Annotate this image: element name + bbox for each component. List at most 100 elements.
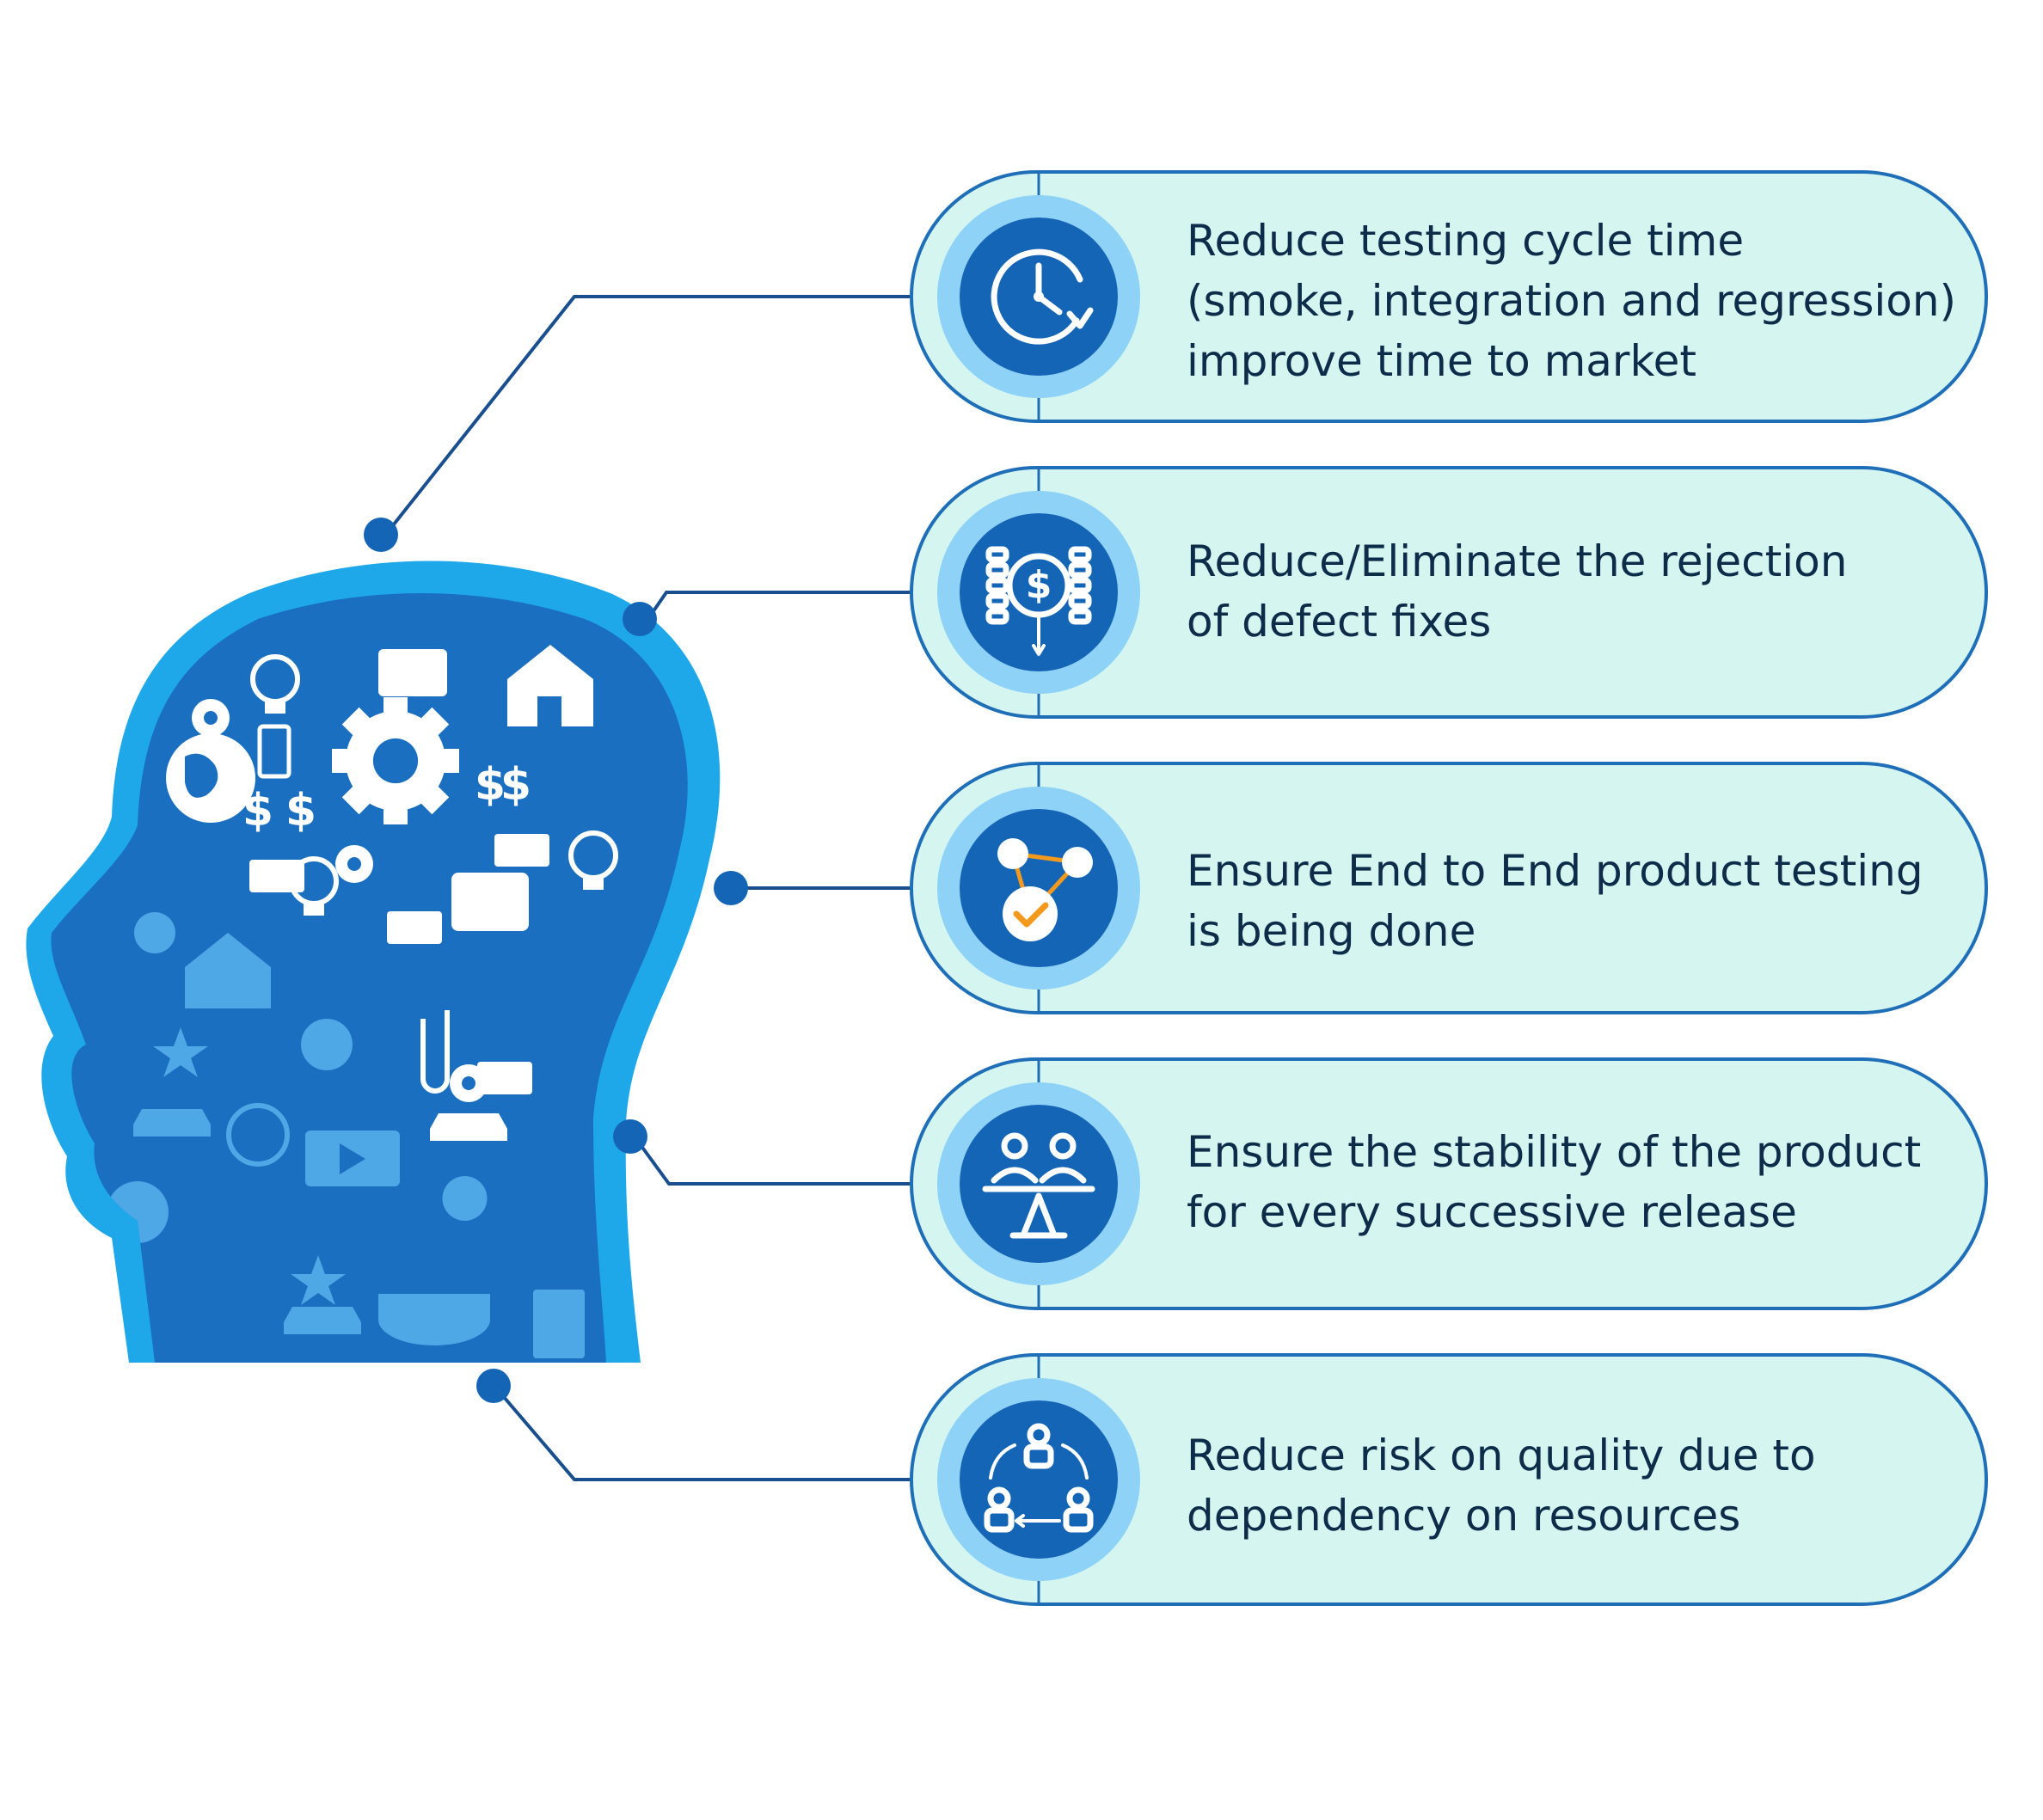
- pill-4-line-1: Ensure the stability of the product: [1187, 1127, 1922, 1177]
- briefcase-icon: [378, 649, 447, 696]
- pill-1-line-2: (smoke, integration and regression): [1187, 276, 1957, 326]
- globe-continent: [185, 753, 218, 798]
- person-left-body: [984, 1507, 1015, 1533]
- coffee-cup-icon: [378, 1294, 490, 1345]
- dollar-icon: $: [242, 785, 273, 836]
- head-icon-collage: $ $ $$: [107, 645, 618, 1358]
- head-illustration: $ $ $$: [26, 561, 721, 1363]
- clock-arrow: [1066, 307, 1094, 329]
- person-left-head: [1001, 1132, 1028, 1160]
- lightbulb-base: [304, 904, 324, 916]
- clock-hand-minute: [1035, 293, 1063, 316]
- connector-dot-3: [714, 871, 748, 905]
- pill-text-4: Ensure the stability of the product for …: [1187, 1122, 1960, 1242]
- coin-left: [985, 592, 1009, 610]
- connector-dot-1: [364, 518, 398, 552]
- pill-text-1: Reduce testing cycle time (smoke, integr…: [1187, 211, 1960, 391]
- clock-faded-icon: [226, 1103, 290, 1167]
- pill-body: [910, 170, 1988, 423]
- coin-right: [1068, 546, 1092, 563]
- coin-left: [985, 561, 1009, 579]
- phone-icon: [257, 724, 291, 779]
- pill-1: [910, 170, 1988, 423]
- pill-body: [910, 762, 1988, 1014]
- globe-faded-icon: [134, 912, 175, 953]
- pill-2-line-1: Reduce/Eliminate the rejection: [1187, 536, 1848, 586]
- pill-text-2: Reduce/Eliminate the rejection of defect…: [1187, 531, 1960, 652]
- check-mark: [1013, 902, 1049, 928]
- film-reel-hole: [347, 857, 361, 871]
- person-right-head: [1049, 1132, 1077, 1160]
- lightbulb-base: [265, 702, 285, 714]
- coin-left: [985, 577, 1009, 594]
- cycle-arrow-1: [989, 1443, 1016, 1480]
- connector-dot-5: [476, 1369, 511, 1403]
- gear-faded-icon-2: [301, 1019, 353, 1070]
- coin-right: [1068, 608, 1092, 625]
- pill-4-line-2: for every successive release: [1187, 1187, 1797, 1237]
- id-card-icon: [494, 834, 549, 867]
- pill-5-line-2: dependency on resources: [1187, 1491, 1741, 1541]
- pill-3-line-2: is being done: [1187, 906, 1476, 956]
- balance-people-icon: [982, 1132, 1095, 1239]
- film-reel-faded-icon: [442, 1176, 488, 1221]
- person-top-head: [1027, 1423, 1051, 1447]
- play-icon: [340, 1143, 365, 1174]
- node-2: [1062, 847, 1093, 878]
- star-icon: [153, 1027, 208, 1077]
- people-cycle-icon: [984, 1423, 1094, 1533]
- coin-right: [1068, 577, 1092, 594]
- film-reel-hole: [204, 711, 218, 725]
- connector-lines: [364, 295, 920, 1481]
- person-right-body: [1063, 1507, 1094, 1533]
- connector-line-4: [635, 1137, 920, 1186]
- connected-nodes-check-icon: [997, 838, 1093, 941]
- connector-line-2: [647, 591, 920, 619]
- node-1: [997, 838, 1028, 869]
- car-faded-icon-2: [284, 1307, 361, 1334]
- pill-body: [910, 1057, 1988, 1310]
- pill-3-line-1: Ensure End to End product testing: [1187, 846, 1923, 896]
- pill-5-line-1: Reduce risk on quality due to: [1187, 1431, 1816, 1480]
- coin-left: [985, 608, 1009, 625]
- person-right-head: [1066, 1486, 1090, 1511]
- id-card-icon: [387, 911, 442, 944]
- house-icon: [507, 645, 593, 726]
- dollar-icon: $: [475, 759, 506, 811]
- coin-right: [1068, 592, 1092, 610]
- wallet-icon: [451, 873, 529, 931]
- calculator-icon: [533, 1290, 585, 1358]
- pill-2: $: [910, 466, 1988, 719]
- person-top-body: [1023, 1443, 1054, 1469]
- pill-4: [910, 1057, 1988, 1310]
- pill-5: [910, 1353, 1988, 1606]
- house-faded-icon: [185, 933, 271, 1008]
- coin-left: [985, 546, 1009, 563]
- pill-2-line-2: of defect fixes: [1187, 597, 1492, 646]
- pill-text-5: Reduce risk on quality due to dependency…: [1187, 1425, 1960, 1546]
- pill-1-line-1: Reduce testing cycle time: [1187, 216, 1745, 266]
- clock-arc: [991, 248, 1083, 345]
- node-check: [1003, 886, 1058, 941]
- pill-body: [910, 466, 1988, 719]
- star-icon-2: [291, 1255, 346, 1305]
- coin-down-arrow: [1032, 644, 1046, 656]
- gear-hole: [372, 738, 419, 784]
- icon-inner-circle: [960, 1105, 1118, 1263]
- id-card-icon: [477, 1062, 532, 1094]
- person-left-head: [987, 1486, 1011, 1511]
- dollar-icon: $: [500, 759, 531, 811]
- icon-inner-circle: [960, 513, 1118, 671]
- pill-text-3: Ensure End to End product testing is bei…: [1187, 841, 1960, 961]
- person-right-body: [1039, 1167, 1087, 1184]
- coin-right: [1068, 561, 1092, 579]
- connector-line-1: [385, 295, 920, 535]
- connector-line-5: [497, 1389, 920, 1481]
- film-reel-hole: [462, 1076, 475, 1090]
- id-card-icon: [249, 860, 304, 892]
- lightbulb-base: [583, 878, 604, 890]
- car-icon: [430, 1113, 507, 1141]
- connector-dot-2: [623, 602, 657, 636]
